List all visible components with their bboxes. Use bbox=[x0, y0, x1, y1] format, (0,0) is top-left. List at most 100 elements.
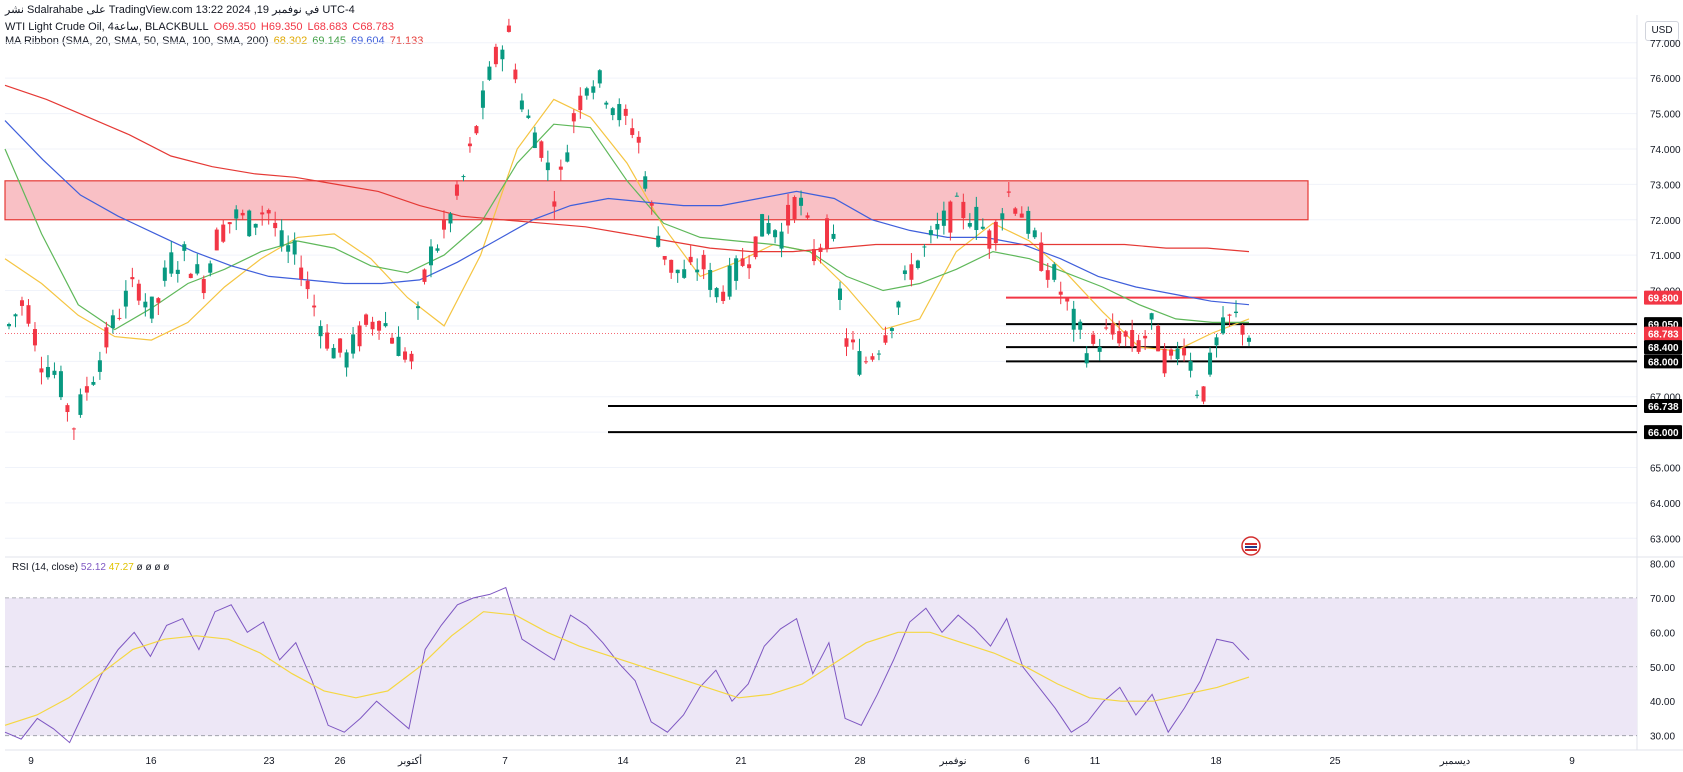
candle-body bbox=[863, 361, 868, 363]
candle-body bbox=[1240, 325, 1245, 335]
candle-body bbox=[149, 296, 154, 319]
time-tick-label: 23 bbox=[263, 756, 275, 767]
candle-body bbox=[831, 233, 836, 239]
candle-body bbox=[928, 230, 933, 236]
candle-body bbox=[701, 254, 706, 270]
flag-icon[interactable] bbox=[1241, 536, 1261, 556]
candle-body bbox=[1045, 270, 1050, 280]
candle-body bbox=[422, 269, 427, 282]
candle-body bbox=[695, 269, 700, 273]
candle-body bbox=[915, 260, 920, 268]
candle-body bbox=[1026, 210, 1031, 234]
candle-body bbox=[188, 273, 193, 279]
candle-body bbox=[630, 128, 635, 135]
candle-body bbox=[850, 339, 855, 343]
rsi-title[interactable]: RSI (14, close) bbox=[12, 562, 79, 573]
time-tick-label: 16 bbox=[145, 756, 157, 767]
candle-body bbox=[435, 248, 440, 251]
candle-body bbox=[474, 126, 479, 134]
candle-body bbox=[1117, 331, 1122, 344]
price-tick-label: 74.000 bbox=[1650, 145, 1681, 156]
candle-body bbox=[7, 323, 11, 327]
price-level-tag bbox=[1644, 398, 1682, 413]
candle-body bbox=[84, 386, 89, 393]
candle-body bbox=[266, 210, 271, 214]
candle-body bbox=[156, 298, 161, 303]
candle-body bbox=[493, 46, 498, 65]
candle-body bbox=[234, 209, 239, 219]
price-tick-label: 77.000 bbox=[1650, 39, 1681, 50]
price-tick-label: 64.000 bbox=[1650, 499, 1681, 510]
price-level-label: 69.800 bbox=[1648, 294, 1679, 305]
rsi-tick-label: 60.00 bbox=[1650, 628, 1675, 639]
candle-body bbox=[889, 328, 894, 331]
candle-body bbox=[396, 336, 401, 356]
candle-body bbox=[117, 317, 122, 319]
candle-body bbox=[1169, 349, 1174, 356]
candle-body bbox=[201, 278, 206, 294]
candle-body bbox=[571, 113, 576, 122]
candle-body bbox=[1195, 394, 1200, 396]
price-level-label: 66.738 bbox=[1648, 402, 1679, 413]
candle-body bbox=[1162, 348, 1167, 374]
candle-body bbox=[136, 283, 141, 301]
candle-body bbox=[799, 197, 804, 206]
price-level-label: 68.400 bbox=[1648, 343, 1679, 354]
time-tick-label: نوفمبر bbox=[938, 756, 966, 767]
price-tick-label: 73.000 bbox=[1650, 180, 1681, 191]
price-tick-label: 67.000 bbox=[1650, 393, 1681, 404]
ohlc-high: H69.350 bbox=[260, 21, 303, 33]
symbol-title[interactable]: WTI Light Crude Oil, 4ساعة, BLACKBULL bbox=[5, 21, 209, 33]
candle-body bbox=[52, 370, 57, 375]
candle-body bbox=[403, 351, 408, 360]
candle-body bbox=[1058, 291, 1063, 295]
candle-body bbox=[623, 108, 628, 116]
candle-body bbox=[97, 360, 102, 372]
candle-body bbox=[273, 222, 278, 229]
candle-body bbox=[747, 264, 752, 269]
candle-body bbox=[792, 197, 797, 219]
candle-body bbox=[344, 352, 349, 368]
candle-body bbox=[1182, 348, 1187, 356]
candle-body bbox=[1052, 264, 1057, 280]
candle-body bbox=[71, 428, 76, 430]
candle-body bbox=[1201, 386, 1206, 402]
candle-body bbox=[591, 86, 596, 93]
candle-body bbox=[519, 100, 524, 110]
candle-body bbox=[1078, 321, 1083, 330]
time-tick-label: 21 bbox=[735, 756, 747, 767]
price-tick-label: 65.000 bbox=[1650, 464, 1681, 475]
price-level-tag bbox=[1644, 425, 1682, 440]
ma50-value: 69.145 bbox=[312, 35, 346, 47]
candle-body bbox=[734, 258, 739, 281]
candle-body bbox=[1221, 317, 1226, 334]
candle-body bbox=[896, 301, 901, 308]
candle-body bbox=[597, 70, 602, 84]
candle-body bbox=[123, 290, 128, 307]
candle-body bbox=[662, 256, 667, 260]
price-tick-label: 71.000 bbox=[1650, 251, 1681, 262]
currency-button[interactable]: USD bbox=[1645, 21, 1679, 41]
ma-ribbon-legend: MA Ribbon (SMA, 20, SMA, 50, SMA, 100, S… bbox=[5, 35, 425, 47]
candle-body bbox=[39, 368, 44, 373]
candle-body bbox=[227, 222, 232, 225]
candle-body bbox=[500, 49, 505, 60]
candle-body bbox=[909, 264, 914, 280]
price-level-label: 66.000 bbox=[1648, 428, 1679, 439]
candle-body bbox=[948, 201, 953, 233]
ohlc-low: L68.683 bbox=[307, 21, 348, 33]
candle-body bbox=[954, 195, 959, 197]
symbol-legend: WTI Light Crude Oil, 4ساعة, BLACKBULL O6… bbox=[5, 20, 396, 33]
ohlc-close: C68.783 bbox=[352, 21, 394, 33]
candle-body bbox=[1000, 213, 1005, 220]
time-tick-label: 7 bbox=[502, 756, 508, 767]
ma-ribbon-title[interactable]: MA Ribbon (SMA, 20, SMA, 50, SMA, 100, S… bbox=[5, 35, 269, 47]
candle-body bbox=[1006, 191, 1011, 193]
rsi-ma-value: 47.27 bbox=[108, 562, 134, 573]
price-tick-label: 76.000 bbox=[1650, 74, 1681, 85]
candle-body bbox=[467, 143, 472, 147]
time-tick-label: أكتوبر bbox=[397, 754, 422, 767]
candle-body bbox=[922, 246, 927, 248]
candle-body bbox=[195, 264, 200, 274]
